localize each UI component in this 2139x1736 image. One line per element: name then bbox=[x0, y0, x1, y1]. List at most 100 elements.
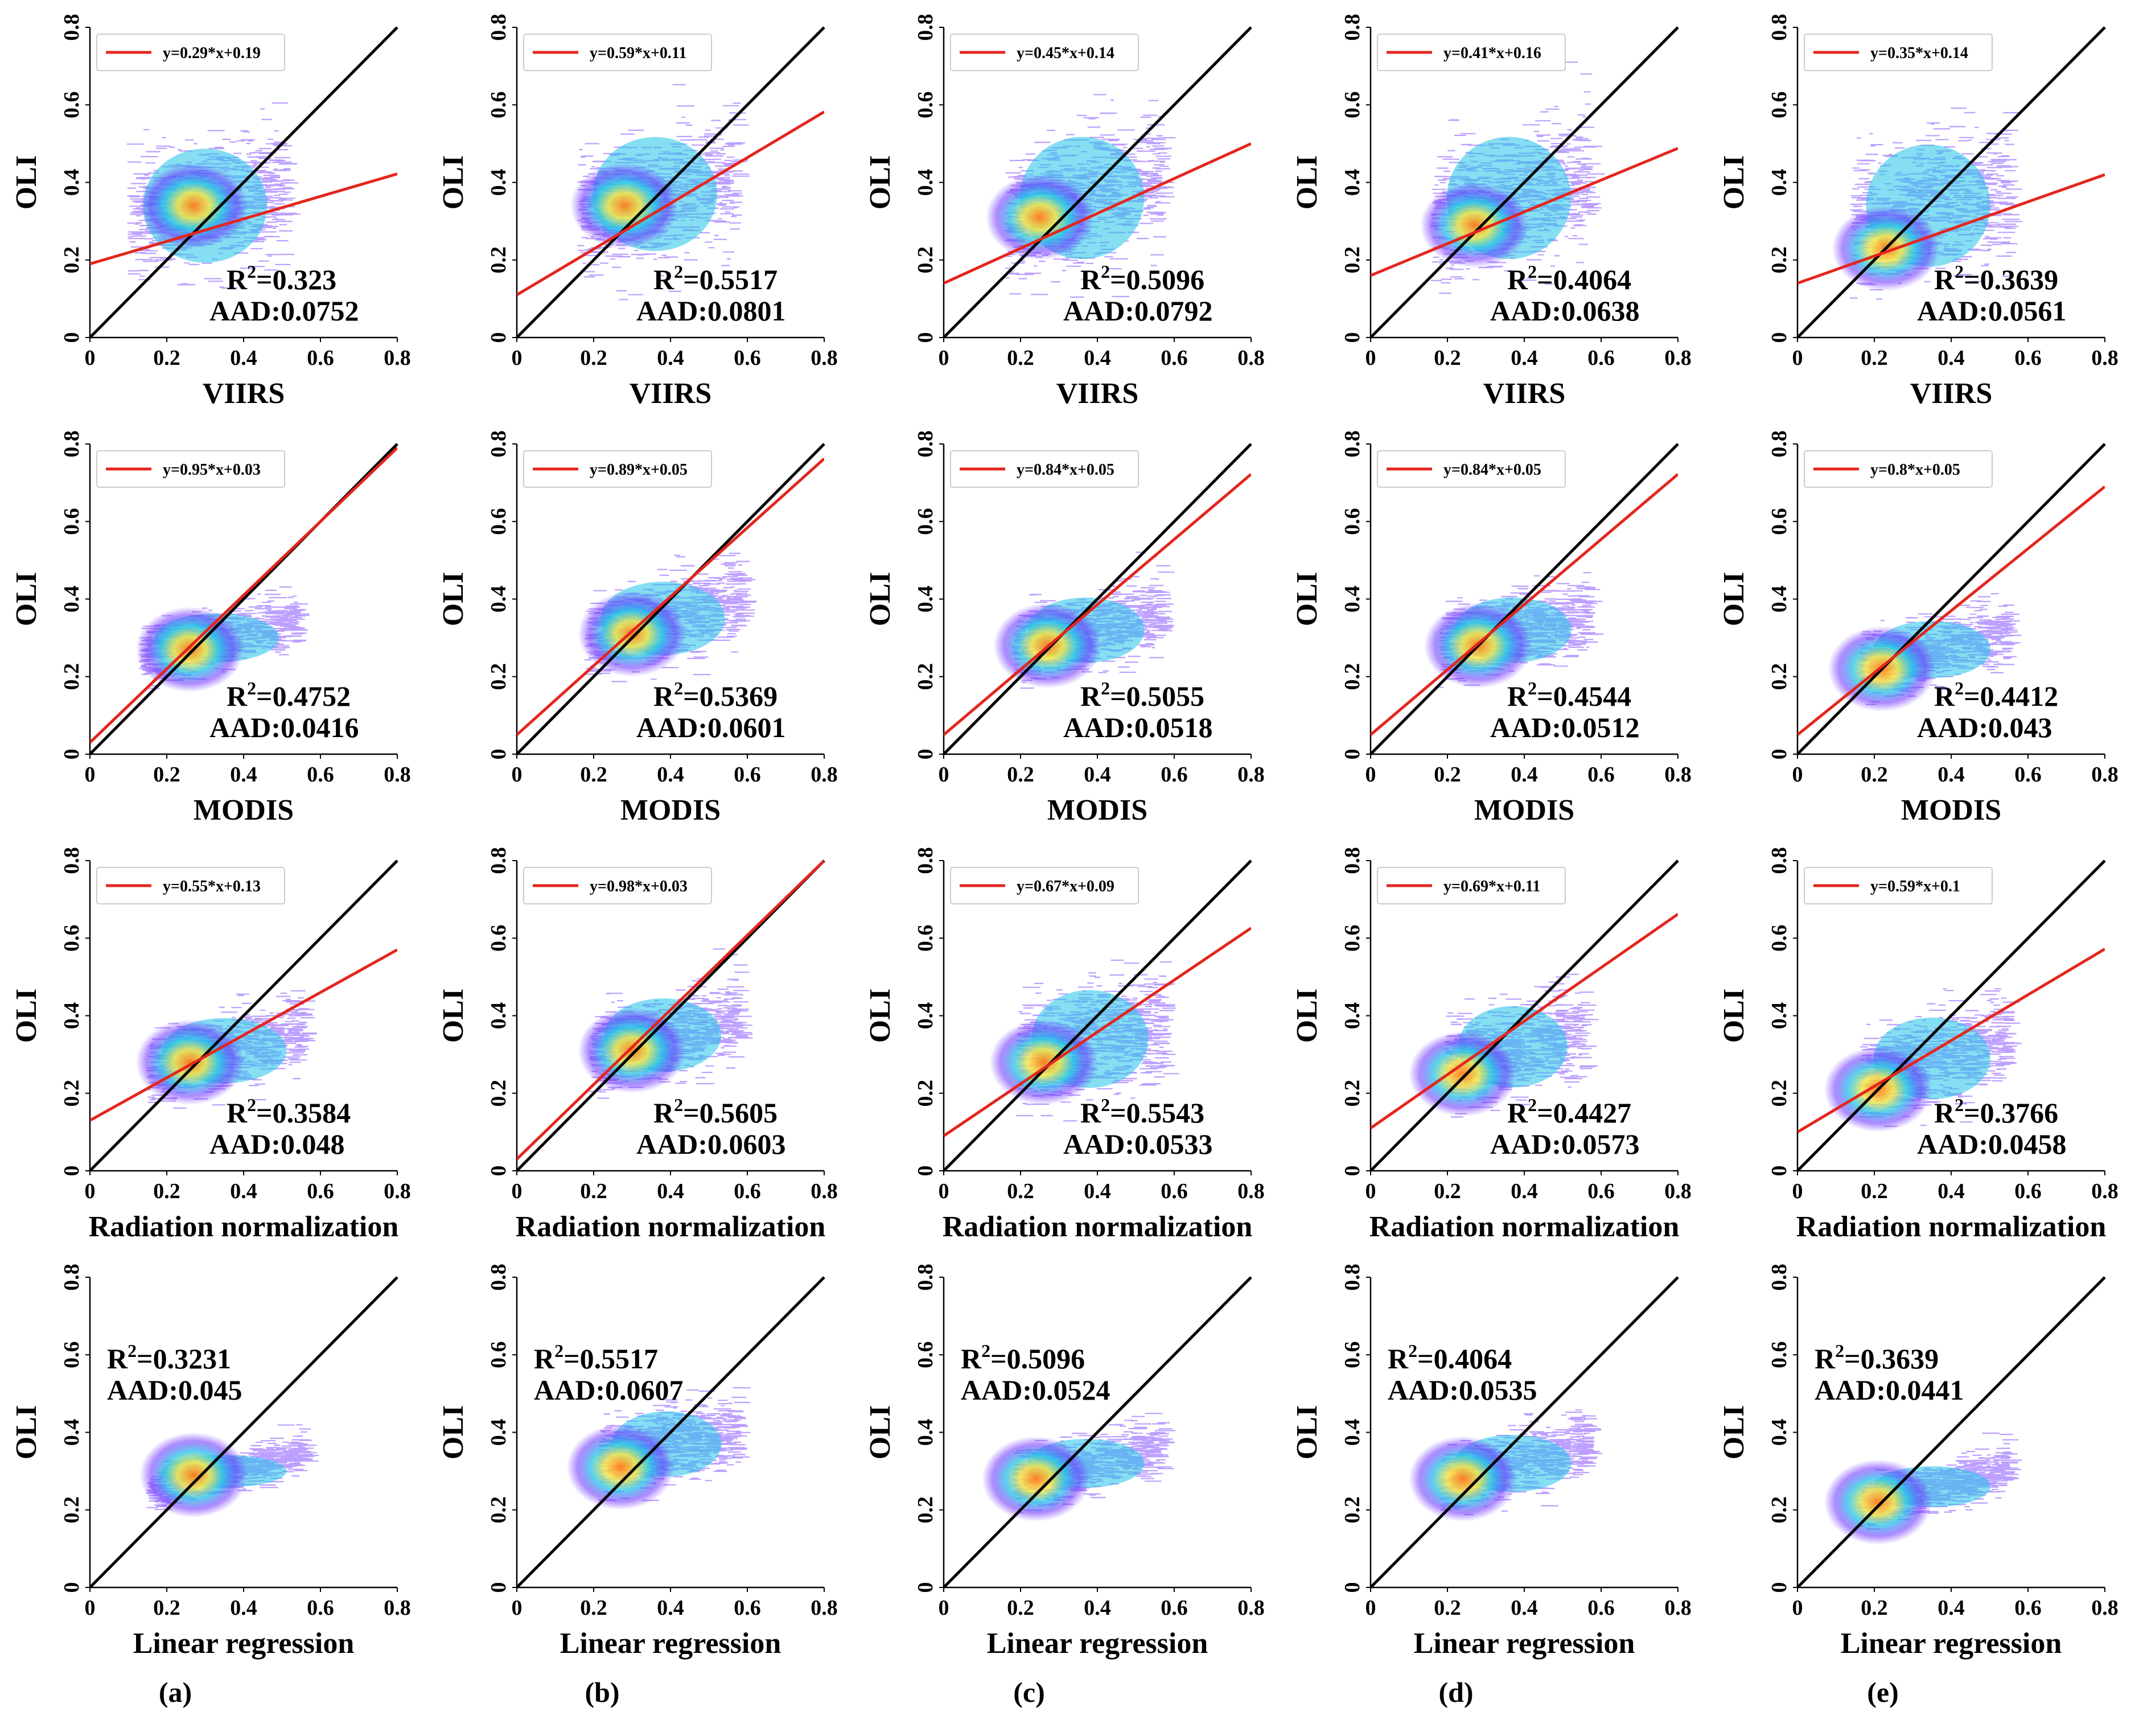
aad-label: AAD:0.0416 bbox=[209, 711, 359, 743]
legend: y=0.59*x+0.11 bbox=[523, 34, 712, 71]
y-tick-label: 0.2 bbox=[1767, 1080, 1791, 1107]
density-core bbox=[985, 174, 1094, 260]
x-tick-label: 0.2 bbox=[580, 1179, 607, 1203]
y-tick-label: 0 bbox=[487, 332, 511, 343]
aad-label: AAD:0.0535 bbox=[1388, 1374, 1537, 1406]
y-tick-label: 0.6 bbox=[1340, 508, 1364, 536]
x-tick-label: 0 bbox=[1365, 1596, 1376, 1620]
y-axis-title: OLI bbox=[1718, 989, 1750, 1043]
x-axis-title: VIIRS bbox=[1483, 377, 1566, 410]
x-tick-label: 0.8 bbox=[2091, 763, 2119, 787]
x-tick-label: 0.2 bbox=[1861, 763, 1888, 787]
x-axis-title: VIIRS bbox=[1056, 377, 1139, 410]
scatter-cloud bbox=[1824, 1432, 2022, 1545]
y-tick-label: 0.8 bbox=[60, 14, 84, 41]
panel-label: (e) bbox=[1867, 1676, 1899, 1708]
r-squared-label: R2=0.323 bbox=[227, 261, 336, 295]
aad-label: AAD:0.0533 bbox=[1063, 1128, 1212, 1160]
y-tick-label: 0.4 bbox=[1767, 1419, 1791, 1446]
x-tick-label: 0.2 bbox=[580, 1596, 607, 1620]
legend: y=0.41*x+0.16 bbox=[1377, 34, 1566, 71]
r-squared-label: R2=0.5605 bbox=[653, 1095, 778, 1129]
y-tick-label: 0.4 bbox=[1340, 1419, 1364, 1446]
y-tick-label: 0 bbox=[1767, 749, 1791, 760]
x-tick-label: 0.2 bbox=[1434, 1596, 1461, 1620]
x-tick-label: 0 bbox=[939, 763, 949, 787]
y-tick-label: 0 bbox=[914, 332, 937, 343]
x-tick-label: 0.4 bbox=[230, 346, 257, 370]
density-core bbox=[982, 1436, 1090, 1522]
panel-r1-c2: 00 0.2 0.2 0.4 0.4 0.6 0.6 0.8 0.8 y=0.59*x+0.11 R… bbox=[437, 14, 838, 410]
identity-line bbox=[516, 443, 825, 755]
y-tick-label: 0.2 bbox=[60, 1080, 84, 1107]
legend-label: y=0.95*x+0.03 bbox=[163, 461, 261, 479]
r-squared-label: R2=0.5517 bbox=[534, 1340, 658, 1375]
x-tick-label: 0.8 bbox=[811, 1596, 838, 1620]
y-tick-label: 0.6 bbox=[487, 1342, 511, 1369]
identity-line bbox=[516, 26, 825, 339]
legend: y=0.55*x+0.13 bbox=[96, 867, 285, 904]
legend: y=0.84*x+0.05 bbox=[950, 450, 1139, 488]
panel-r2-c3: 00 0.2 0.2 0.4 0.4 0.6 0.6 0.8 0.8 y=0.84*x+0.05 R… bbox=[864, 430, 1265, 826]
y-tick-label: 0.6 bbox=[1767, 1342, 1791, 1369]
panel-r1-c4: 00 0.2 0.2 0.4 0.4 0.6 0.6 0.8 0.8 y=0.41*x+0.16 R… bbox=[1291, 14, 1692, 410]
x-tick-label: 0 bbox=[939, 346, 949, 370]
y-axis-title: OLI bbox=[10, 155, 43, 209]
y-axis-title: OLI bbox=[1718, 572, 1750, 626]
x-tick-label: 0.2 bbox=[153, 346, 180, 370]
x-tick-label: 0.4 bbox=[1084, 1596, 1111, 1620]
y-tick-label: 0.6 bbox=[487, 508, 511, 536]
x-tick-label: 0 bbox=[1365, 1179, 1376, 1203]
y-tick-label: 0.8 bbox=[1767, 430, 1791, 458]
identity-line bbox=[516, 1276, 825, 1589]
x-tick-label: 0.8 bbox=[1237, 346, 1265, 370]
y-tick-label: 0 bbox=[60, 749, 84, 760]
y-axis-title: OLI bbox=[10, 989, 43, 1043]
x-tick-label: 0 bbox=[1792, 1596, 1803, 1620]
x-tick-label: 0 bbox=[512, 346, 523, 370]
y-axis-title: OLI bbox=[437, 155, 470, 209]
panel-r2-c2: 00 0.2 0.2 0.4 0.4 0.6 0.6 0.8 0.8 y=0.89*x+0.05 R… bbox=[437, 430, 838, 826]
x-tick-label: 0 bbox=[512, 763, 523, 787]
legend-box bbox=[1377, 34, 1566, 71]
panel-r2-c5: 00 0.2 0.2 0.4 0.4 0.6 0.6 0.8 0.8 y=0.8*x+0.05 R2… bbox=[1718, 430, 2119, 826]
scatter-cloud bbox=[982, 1413, 1176, 1522]
x-tick-label: 0 bbox=[85, 346, 96, 370]
y-tick-label: 0.6 bbox=[1767, 508, 1791, 536]
x-tick-label: 0.2 bbox=[1861, 1179, 1888, 1203]
x-axis-title: VIIRS bbox=[630, 377, 712, 410]
x-axis-title: Radiation normalization bbox=[516, 1211, 826, 1243]
aad-label: AAD:0.0792 bbox=[1063, 295, 1212, 327]
x-tick-label: 0 bbox=[1792, 1179, 1803, 1203]
x-tick-label: 0.6 bbox=[2014, 763, 2042, 787]
x-tick-label: 0.6 bbox=[734, 1596, 761, 1620]
panel-r3-c4: 00 0.2 0.2 0.4 0.4 0.6 0.6 0.8 0.8 y=0.69*x+0.11 R… bbox=[1291, 847, 1692, 1243]
legend-label: y=0.35*x+0.14 bbox=[1870, 44, 1968, 62]
panel-r4-c2: 00 0.2 0.2 0.4 0.4 0.6 0.6 0.8 0.8 R2=0.5517AAD:0… bbox=[437, 1264, 838, 1660]
density-core bbox=[566, 1424, 675, 1510]
x-tick-label: 0.8 bbox=[1237, 1596, 1265, 1620]
y-axis-title: OLI bbox=[864, 155, 896, 209]
y-tick-label: 0.6 bbox=[914, 925, 937, 952]
x-tick-label: 0 bbox=[85, 1596, 96, 1620]
fit-line bbox=[1797, 485, 2105, 736]
y-tick-label: 0.2 bbox=[60, 246, 84, 274]
y-tick-label: 0.2 bbox=[1767, 663, 1791, 690]
y-tick-label: 0.6 bbox=[914, 92, 937, 119]
identity-line bbox=[943, 859, 1252, 1172]
identity-line bbox=[943, 1276, 1252, 1589]
y-tick-label: 0.2 bbox=[1767, 1496, 1791, 1524]
y-tick-label: 0 bbox=[1340, 1166, 1364, 1176]
density-core bbox=[1409, 1436, 1517, 1522]
density-core bbox=[135, 607, 244, 693]
x-tick-label: 0.8 bbox=[384, 1596, 411, 1620]
x-tick-label: 0.4 bbox=[1511, 1179, 1538, 1203]
r-squared-label: R2=0.4064 bbox=[1388, 1340, 1512, 1375]
legend-label: y=0.29*x+0.19 bbox=[163, 44, 261, 62]
aad-label: AAD:0.045 bbox=[107, 1374, 242, 1406]
x-tick-label: 0.4 bbox=[1084, 1179, 1111, 1203]
x-tick-label: 0.6 bbox=[2014, 1179, 2042, 1203]
r-squared-label: R2=0.3766 bbox=[1934, 1095, 2058, 1129]
density-core bbox=[1409, 1031, 1517, 1117]
